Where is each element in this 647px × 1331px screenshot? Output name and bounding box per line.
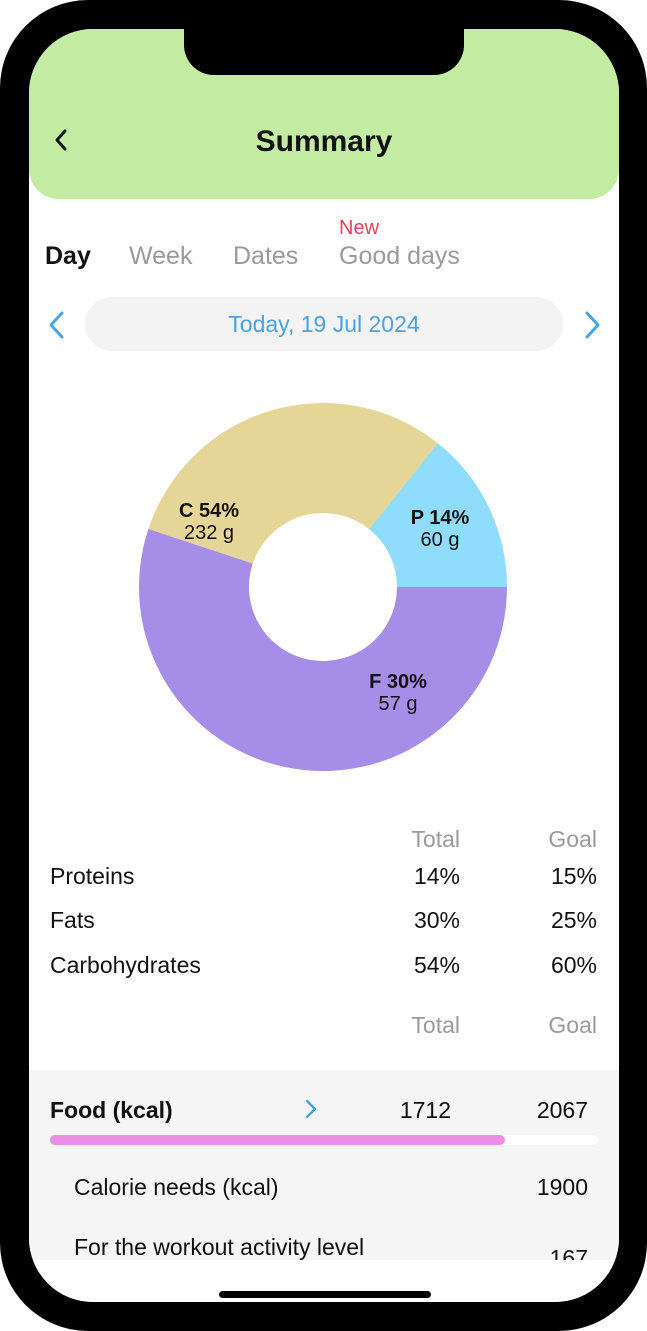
carbs-slice-label: C 54% 232 g <box>139 500 279 544</box>
food-progress-bar <box>50 1135 598 1145</box>
carbohydrates-goal: 60% <box>550 952 597 978</box>
macros-goal-header: Goal <box>548 826 597 852</box>
date-selector[interactable]: Today, 19 Jul 2024 <box>85 297 563 351</box>
fats-label: Fats <box>50 907 95 933</box>
tab-day[interactable]: Day <box>45 242 91 270</box>
food-progress-fill <box>50 1135 505 1145</box>
tab-good-days[interactable]: Good days <box>339 242 460 270</box>
donut-slice-f <box>148 403 438 564</box>
donut-slice-c <box>139 529 507 771</box>
proteins-goal: 15% <box>550 863 597 889</box>
calorie-needs-label: Calorie needs (kcal) <box>74 1174 279 1200</box>
food-total-value: 1712 <box>399 1097 451 1123</box>
macros-total-header: Total <box>411 826 460 852</box>
protein-percent-label: P 14% <box>410 507 470 529</box>
protein-grams-label: 60 g <box>420 529 460 551</box>
energy-total-header: Total <box>411 1012 460 1038</box>
next-date-chevron-icon[interactable] <box>580 310 604 340</box>
tab-dates[interactable]: Dates <box>233 242 299 270</box>
page-title: Summary <box>255 125 393 158</box>
fats-percent-label: F 30% <box>369 671 427 693</box>
food-goal-value: 2067 <box>536 1097 588 1123</box>
carbs-percent-label: C 54% <box>178 500 240 522</box>
fats-grams-label: 57 g <box>378 693 418 715</box>
donut-slice-p <box>369 443 507 587</box>
energy-goal-header: Goal <box>548 1012 597 1038</box>
protein-slice-label: P 14% 60 g <box>370 507 510 551</box>
carbohydrates-label: Carbohydrates <box>50 952 201 978</box>
energy-panel <box>29 1070 619 1260</box>
fats-goal: 25% <box>550 907 597 933</box>
home-indicator <box>219 1291 431 1298</box>
carbohydrates-total: 54% <box>413 952 460 978</box>
calorie-needs-value: 1900 <box>536 1174 588 1200</box>
back-chevron-icon[interactable] <box>47 125 77 155</box>
app-screen: Summary New Day Week Dates Good days Tod… <box>29 29 619 1302</box>
proteins-label: Proteins <box>50 863 135 889</box>
workout-activity-label: For the workout activity level <box>74 1234 365 1260</box>
carbs-grams-label: 232 g <box>183 522 235 544</box>
food-kcal-label[interactable]: Food (kcal) <box>50 1097 173 1123</box>
new-badge: New <box>339 217 380 239</box>
previous-date-chevron-icon[interactable] <box>45 310 69 340</box>
phone-notch <box>184 29 464 75</box>
fats-total: 30% <box>413 907 460 933</box>
food-details-chevron-icon[interactable] <box>301 1097 321 1121</box>
proteins-total: 14% <box>413 863 460 889</box>
fats-slice-label: F 30% 57 g <box>328 671 468 715</box>
macros-donut-chart <box>139 403 507 771</box>
tab-week[interactable]: Week <box>129 242 193 270</box>
